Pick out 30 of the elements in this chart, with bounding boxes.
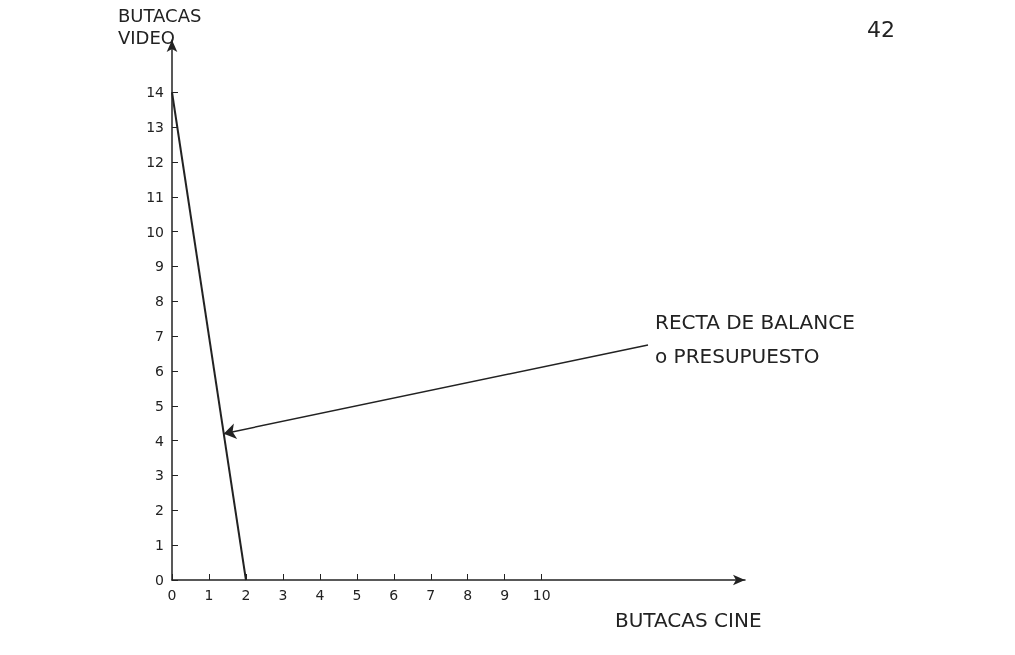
x-tick-label: 4 [315, 587, 325, 603]
x-tick-label: 2 [241, 587, 251, 603]
y-axis-title: BUTACAS VIDEO [118, 4, 202, 48]
x-tick-label: 8 [463, 587, 473, 603]
x-tick-label: 6 [389, 587, 399, 603]
x-tick-label: 9 [500, 587, 510, 603]
y-tick-label: 3 [155, 467, 164, 484]
x-axis-title: BUTACAS CINE [615, 608, 762, 632]
y-tick-label: 11 [146, 188, 164, 205]
y-tick-label: 14 [146, 84, 165, 101]
y-tick-label: 5 [155, 397, 164, 414]
y-tick-label: 1 [155, 537, 164, 554]
y-tick-label: 0 [155, 572, 164, 588]
y-tick-label: 13 [146, 119, 164, 136]
y-tick-label: 12 [146, 153, 164, 170]
y-tick-label: 2 [155, 502, 164, 519]
x-tick-label: 1 [204, 587, 214, 603]
x-tick-label: 0 [167, 587, 177, 603]
y-tick-label: 6 [155, 362, 165, 379]
x-tick-label: 3 [278, 587, 288, 603]
y-tick-label: 4 [155, 432, 165, 449]
y-tick-label: 8 [155, 293, 164, 310]
y-tick-label: 7 [155, 328, 164, 345]
y-tick-label: 9 [155, 258, 164, 275]
y-tick-label: 10 [146, 223, 164, 240]
text: 42 [867, 16, 896, 42]
annotation: RECTA DE BALANCE o PRESUPUESTO [655, 310, 855, 368]
x-tick-label: 10 [532, 587, 551, 603]
x-tick-label: 5 [352, 587, 362, 603]
x-tick-label: 7 [426, 587, 436, 603]
